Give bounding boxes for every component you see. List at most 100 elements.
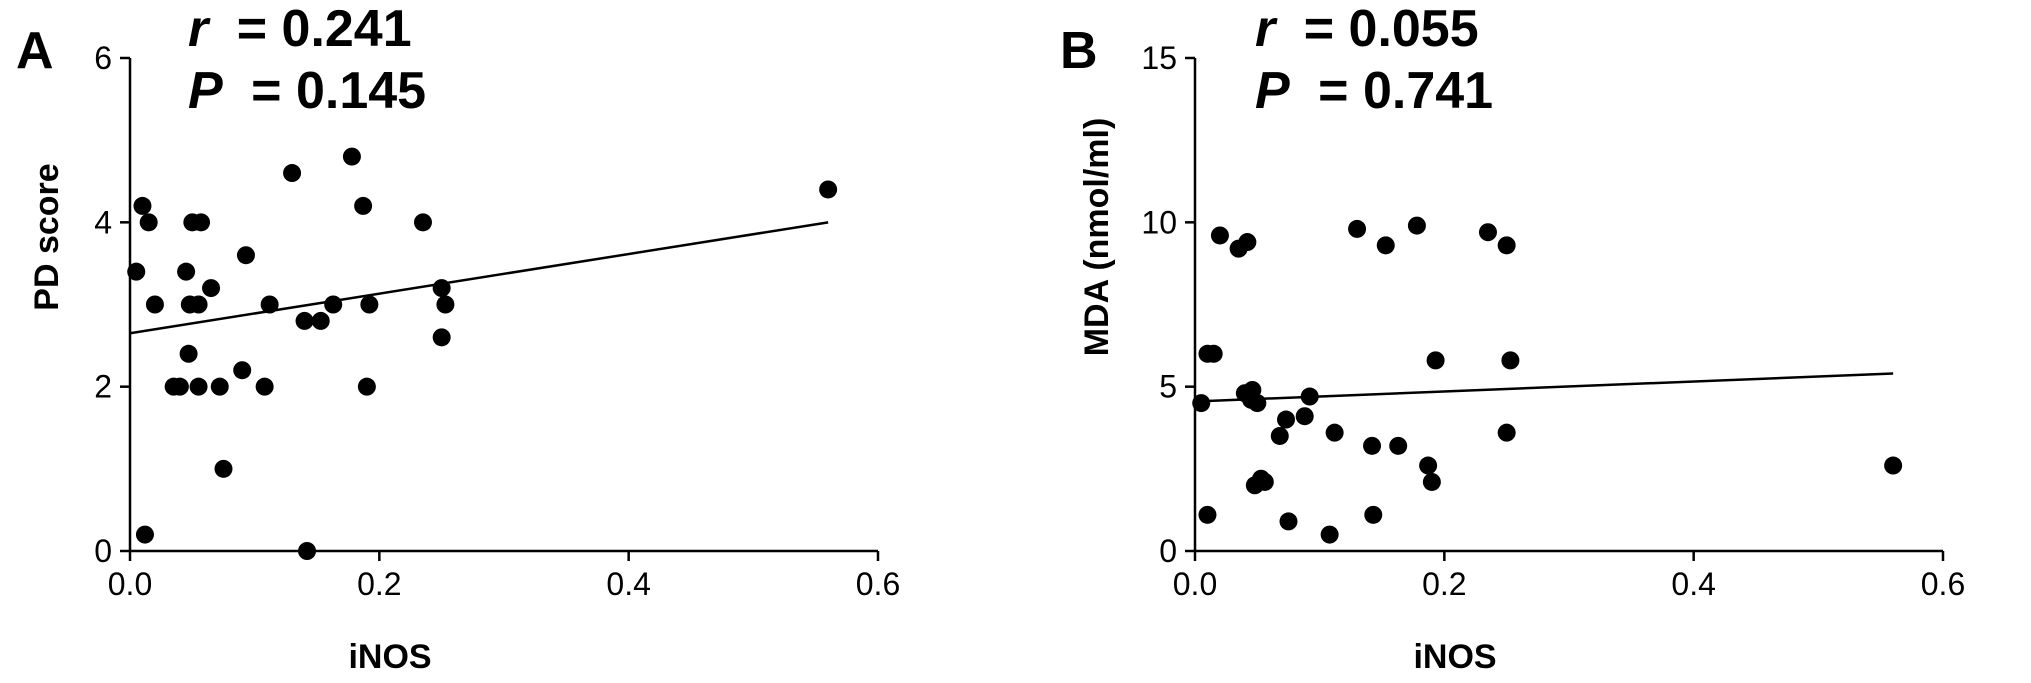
data-point: [436, 295, 455, 314]
data-point: [1407, 216, 1426, 235]
y-axis-title: MDA (nmol/ml): [1078, 118, 1116, 357]
data-point: [1376, 236, 1395, 255]
data-point: [354, 196, 373, 215]
data-point: [170, 377, 189, 396]
data-point: [311, 311, 330, 330]
data-point: [360, 295, 379, 314]
stat-p: P = 0.145: [188, 62, 426, 120]
x-tick-label: 0.6: [856, 566, 900, 602]
y-tick-label: 0: [1159, 533, 1177, 569]
data-point: [260, 295, 279, 314]
data-point: [189, 295, 208, 314]
y-tick-label: 0: [94, 533, 112, 569]
panel-b: B r = 0.055 P = 0.741 MDA (nmol/ml) iNOS…: [1060, 0, 1965, 676]
data-point: [1238, 233, 1257, 252]
data-point: [283, 164, 302, 183]
axes: [1193, 58, 1943, 553]
stat-r-label: r: [1255, 0, 1278, 58]
data-point: [1497, 236, 1516, 255]
x-tick-label: 0.4: [606, 566, 650, 602]
x-tick-label: 0.6: [1921, 566, 1965, 602]
y-tick-label: 15: [1141, 40, 1177, 76]
x-axis-title: iNOS: [348, 638, 431, 676]
data-point: [1279, 512, 1298, 531]
data-point: [255, 377, 274, 396]
panel-a: A r = 0.241 P = 0.145 PD score iNOS 0 2 4 6…: [16, 0, 900, 676]
data-point: [342, 147, 361, 166]
x-tick-label: 0.2: [1422, 566, 1466, 602]
data-point: [1364, 505, 1383, 524]
data-point: [127, 262, 146, 281]
x-tick-label: 0.0: [108, 566, 152, 602]
data-point: [1348, 219, 1367, 238]
data-point: [1255, 472, 1274, 491]
stat-r: r = 0.241: [188, 0, 412, 58]
data-point: [135, 525, 154, 544]
x-tick-label: 0.0: [1173, 566, 1217, 602]
data-point: [295, 311, 314, 330]
data-point: [1210, 226, 1229, 245]
ticks: 0 5 10 15 0.0 0.2 0.4 0.6: [1141, 40, 1965, 602]
ticks: 0 2 4 6 0.0 0.2 0.4 0.6: [94, 40, 900, 602]
stat-r-value: = 0.055: [1304, 0, 1479, 58]
data-point: [210, 377, 229, 396]
data-point: [1300, 387, 1319, 406]
data-point: [324, 295, 343, 314]
data-point: [1501, 351, 1520, 370]
fit: [1194, 372, 1894, 403]
data-point: [1198, 505, 1217, 524]
panel-label: A: [16, 22, 54, 80]
data-point: [357, 377, 376, 396]
data-point: [236, 246, 255, 265]
x-tick-label: 0.2: [357, 566, 401, 602]
data-point: [1320, 525, 1339, 544]
fit: [129, 221, 829, 335]
data-point: [179, 344, 198, 363]
axes: [128, 58, 878, 553]
panel-label: B: [1060, 22, 1098, 80]
data-point: [1204, 344, 1223, 363]
x-axis-title: iNOS: [1413, 638, 1496, 676]
stat-p-value: = 0.145: [251, 62, 426, 120]
data-point: [145, 295, 164, 314]
regression-line: [129, 221, 829, 335]
data-point: [1248, 394, 1267, 413]
stat-p-label: P: [188, 62, 223, 120]
x-tick-label: 0.4: [1671, 566, 1715, 602]
stat-p-label: P: [1255, 62, 1290, 120]
data-point: [139, 213, 158, 232]
y-tick-label: 2: [94, 369, 112, 405]
data-point: [214, 459, 233, 478]
data-point: [1363, 436, 1382, 455]
y-tick-label: 4: [94, 204, 112, 240]
data-point: [1295, 407, 1314, 426]
data-point: [1192, 394, 1211, 413]
data-point: [1884, 456, 1903, 475]
stat-p-value: = 0.741: [1318, 62, 1493, 120]
data-point: [233, 361, 252, 380]
regression-line: [1194, 372, 1894, 403]
data-point: [432, 328, 451, 347]
data-point: [1426, 351, 1445, 370]
data-point: [133, 196, 152, 215]
data-point: [432, 279, 451, 298]
data-point: [413, 213, 432, 232]
data-point: [192, 213, 211, 232]
data-point: [1277, 410, 1296, 429]
data-point: [1389, 436, 1408, 455]
y-tick-label: 6: [94, 40, 112, 76]
y-tick-label: 5: [1159, 369, 1177, 405]
data-point: [189, 377, 208, 396]
data-point: [819, 180, 838, 199]
points: [1192, 216, 1903, 544]
data-point: [202, 279, 221, 298]
y-axis-title: PD score: [28, 163, 66, 310]
data-point: [1478, 223, 1497, 242]
data-point: [1325, 423, 1344, 442]
data-point: [177, 262, 196, 281]
data-point: [1419, 456, 1438, 475]
stat-r-label: r: [188, 0, 211, 58]
stat-r-value: = 0.241: [237, 0, 412, 58]
y-tick-label: 10: [1141, 204, 1177, 240]
